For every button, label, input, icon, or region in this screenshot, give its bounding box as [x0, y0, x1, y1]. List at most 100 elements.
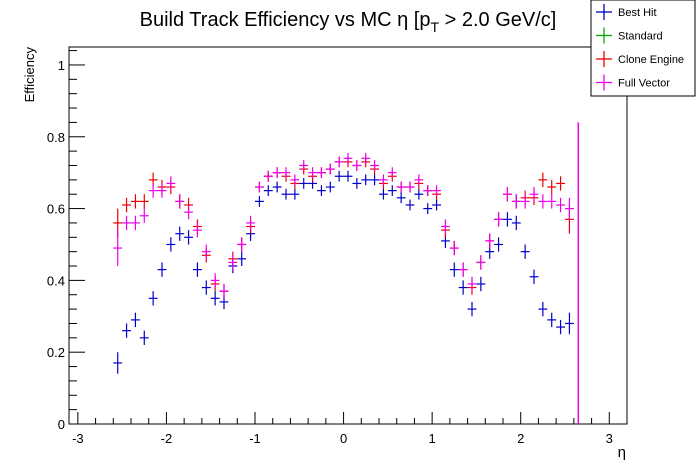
data-point — [476, 255, 486, 270]
x-tick-label: 0 — [340, 431, 347, 446]
data-point — [432, 199, 441, 211]
data-point — [122, 197, 131, 213]
data-point — [379, 188, 388, 200]
data-point — [370, 160, 379, 171]
x-axis-label: η — [618, 444, 626, 461]
data-point — [237, 237, 247, 252]
data-point — [396, 192, 406, 204]
data-point — [299, 178, 309, 189]
data-point — [175, 226, 185, 241]
data-point — [538, 301, 548, 317]
y-tick-label: 0.8 — [47, 130, 65, 145]
data-point — [175, 194, 185, 209]
data-point — [290, 174, 300, 186]
data-point — [334, 156, 344, 168]
data-point — [476, 276, 486, 292]
data-point — [538, 172, 548, 188]
data-point — [157, 183, 167, 198]
data-point — [131, 312, 140, 328]
data-point — [511, 215, 521, 231]
data-point — [361, 174, 371, 186]
data-point — [148, 183, 158, 198]
data-point — [511, 194, 521, 209]
data-point — [529, 269, 539, 284]
data-point — [148, 291, 158, 306]
x-tick-label: 1 — [429, 431, 436, 446]
data-point — [166, 176, 176, 191]
data-point — [556, 197, 565, 213]
data-point — [246, 215, 255, 231]
data-point — [272, 181, 282, 193]
data-point — [308, 167, 317, 179]
data-point — [263, 185, 273, 197]
y-axis-label: Efficiency — [22, 47, 37, 103]
data-point — [405, 181, 415, 193]
legend-entry: Full Vector — [596, 74, 670, 91]
legend-label: Best Hit — [618, 7, 657, 19]
y-tick-label: 0.4 — [47, 273, 65, 288]
data-point — [139, 208, 149, 223]
data-point — [494, 212, 503, 227]
data-point — [193, 222, 202, 238]
data-point — [281, 188, 291, 200]
data-point — [201, 280, 211, 295]
axis-ticks: -3 -2 -1 0 1 2 3 0 0.2 0.4 0.6 0.8 1 — [47, 50, 628, 446]
data-point — [228, 255, 238, 270]
data-point — [458, 262, 468, 277]
data-point — [131, 194, 140, 209]
chart-title-rest: > 2.0 GeV/c] — [439, 9, 556, 31]
data-point — [556, 319, 565, 335]
data-point — [352, 160, 362, 171]
x-tick-label: -3 — [72, 431, 84, 446]
data-point — [379, 174, 388, 186]
data-point — [334, 170, 344, 182]
data-point — [219, 283, 229, 299]
data-point — [449, 262, 459, 277]
data-point — [255, 181, 264, 193]
data-point — [414, 188, 424, 200]
chart-title-main: Build Track Efficiency vs MC η [p — [140, 9, 431, 31]
data-point — [441, 219, 450, 234]
data-point — [520, 244, 530, 259]
data-point — [494, 237, 503, 252]
data-point — [139, 330, 149, 346]
data-point — [317, 185, 326, 197]
data-point — [405, 199, 415, 211]
legend-entry: Standard — [596, 27, 663, 44]
legend-label: Standard — [618, 31, 663, 43]
x-tick-label: 2 — [517, 431, 524, 446]
data-point — [387, 185, 397, 197]
data-point — [467, 276, 477, 292]
data-point — [503, 212, 512, 227]
legend-box — [590, 0, 696, 97]
data-point — [263, 170, 273, 182]
data-point — [210, 291, 220, 306]
data-point — [325, 181, 335, 193]
data-point — [485, 233, 495, 249]
y-tick-label: 0 — [58, 417, 65, 432]
series-clone-engine — [113, 156, 574, 299]
data-point — [520, 194, 530, 209]
x-tick-label: 3 — [606, 431, 613, 446]
data-point — [166, 237, 176, 252]
data-point — [547, 179, 557, 195]
legend: Best Hit Standard Clone Engine Full Vector — [590, 0, 696, 97]
data-point — [352, 178, 362, 189]
x-tick-label: -2 — [161, 431, 173, 446]
data-point — [423, 185, 433, 197]
legend-entry: Best Hit — [596, 4, 657, 20]
data-point — [565, 312, 574, 335]
data-point — [237, 251, 247, 267]
data-point — [343, 152, 353, 164]
x-tick-label: -1 — [249, 431, 261, 446]
data-point — [467, 301, 477, 317]
data-point — [131, 215, 140, 231]
data-point — [396, 181, 406, 193]
data-point — [503, 187, 512, 202]
data-point — [565, 197, 574, 220]
data-point — [281, 167, 291, 179]
data-point — [547, 312, 557, 328]
data-point — [361, 152, 371, 164]
data-point — [325, 163, 335, 175]
